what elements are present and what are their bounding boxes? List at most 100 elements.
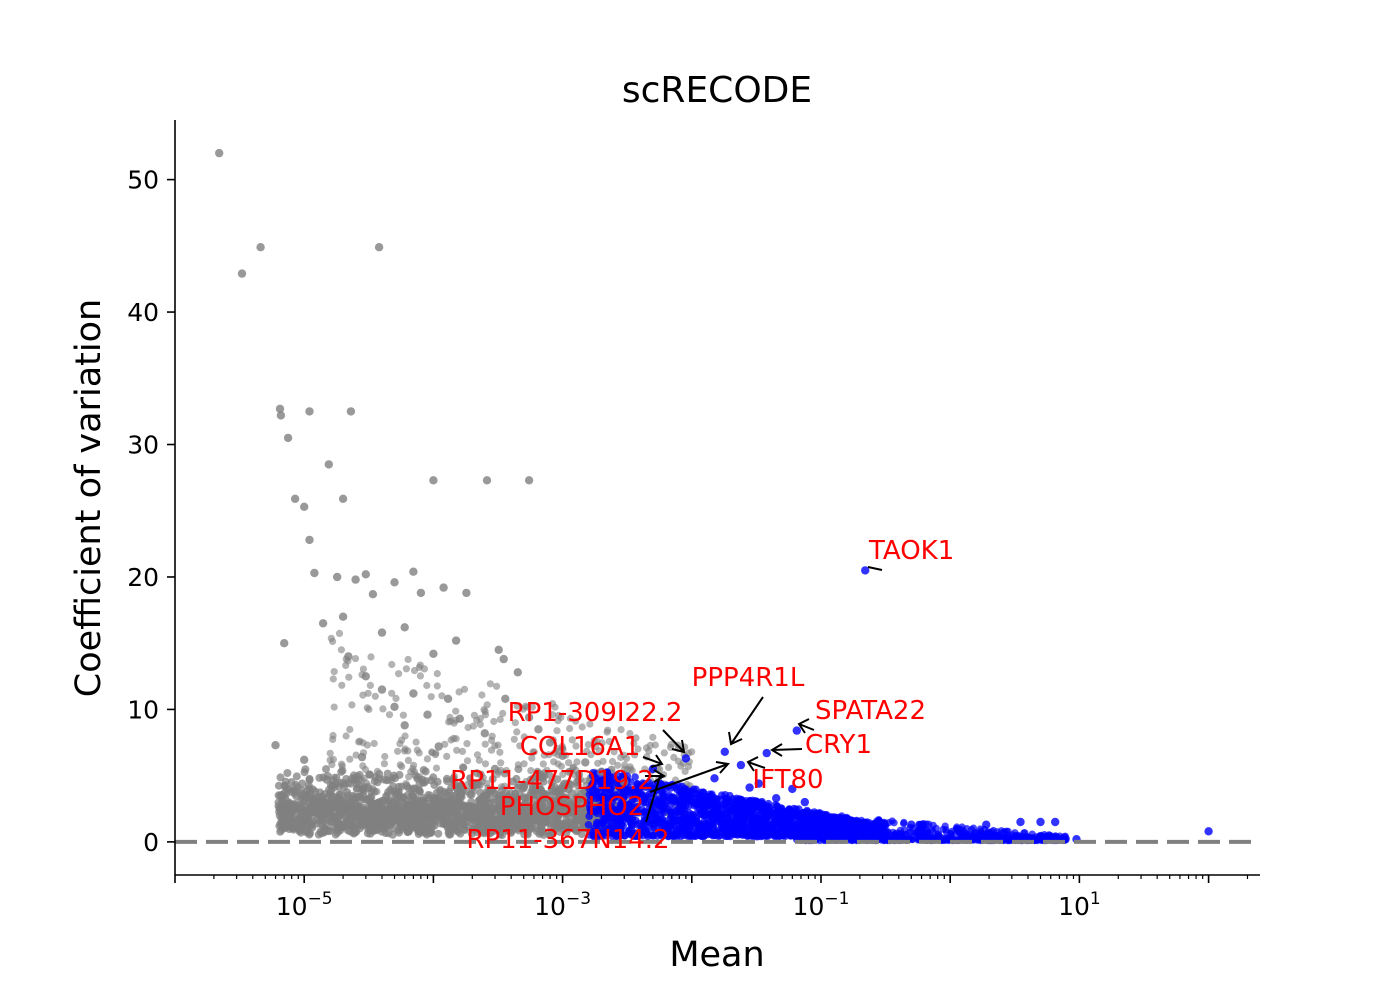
gray-data-point [275,404,285,413]
background-point [394,798,402,806]
background-point [586,797,594,805]
gray-data-point [451,636,461,645]
background-point [389,798,397,806]
background-point [632,734,640,742]
background-point [790,804,798,813]
background-point [929,828,937,836]
background-point [368,826,377,835]
y-tick-label: 0 [143,828,159,857]
background-point [496,715,504,724]
x-tick-label: 10−3 [534,889,591,921]
gray-data-point [409,689,418,698]
background-point [633,821,642,829]
arrowhead [653,769,666,783]
arrowhead [797,718,810,734]
background-point [370,739,378,748]
background-point [707,810,715,818]
blue-data-point [1016,817,1025,827]
background-point [413,746,421,754]
background-point [330,803,339,812]
background-point [731,803,739,812]
x-axis-ticks: 10−5 10−3 10−1 101 [174,875,1249,921]
background-point [283,769,292,777]
background-point [292,772,301,781]
gray-data-point [333,572,342,582]
blue-data-point [800,797,809,807]
blue-data-point [956,825,965,835]
background-point [963,831,971,839]
annotation-arrow [867,566,883,571]
x-tick-label: 10−5 [276,889,333,921]
background-point [599,757,607,766]
background-point [346,755,354,763]
background-point [317,829,326,838]
gray-data-point [499,654,508,664]
background-point [446,791,455,800]
background-point [713,795,721,803]
background-point [383,819,392,828]
background-point [398,763,406,771]
arrowhead [671,739,686,754]
background-point [607,793,616,801]
background-point [550,803,559,811]
background-point [433,670,441,678]
background-point [460,685,469,693]
blue-data-point [1036,817,1045,827]
background-point [751,825,759,834]
y-tick-label: 30 [127,431,159,460]
background-point [670,811,678,819]
background-point [777,811,786,820]
background-point [370,815,379,824]
background-point [364,782,372,790]
background-point [520,733,528,741]
background-point [640,808,649,816]
background-point [630,829,639,837]
background-point [661,823,670,832]
gray-data-point [305,407,314,416]
background-point [447,736,455,744]
background-point [478,691,486,699]
background-point [279,792,288,801]
background-point [472,803,480,811]
background-point [434,829,443,838]
background-point [528,703,537,711]
background-point [574,826,582,835]
gray-data-point [534,725,543,734]
background-point [545,811,553,819]
background-point [488,806,497,815]
background-point [520,809,528,817]
gray-data-point [310,568,319,578]
annotation-label: SPATA22 [815,696,926,726]
background-point [713,826,722,835]
background-point [346,725,354,734]
arrowhead [746,756,759,772]
background-point [359,786,367,794]
background-point [590,832,598,841]
annotation-label: CRY1 [805,730,872,760]
background-point [569,802,577,811]
background-point [665,763,673,772]
background-point [884,829,892,837]
annotation-label: RP1-309I22.2 [508,698,683,728]
gray-data-point [324,460,333,469]
background-point [684,762,693,771]
background-point [650,813,659,821]
background-point [355,738,363,746]
background-point [699,788,707,797]
background-point [350,795,358,803]
background-point [586,720,594,728]
background-point [572,742,580,750]
background-point [655,828,664,837]
point-density-layer [274,629,1070,845]
background-point [739,816,748,824]
gray-data-point [620,778,629,787]
background-point [463,805,471,813]
background-point [792,810,801,818]
background-point [338,681,346,689]
y-axis-label: Coefficient of variation [69,299,109,697]
annotation-label: IFT80 [752,765,823,795]
annotation-ppp4r1l: PPP4R1L [692,663,805,746]
background-point [401,807,409,816]
background-point [560,784,569,793]
